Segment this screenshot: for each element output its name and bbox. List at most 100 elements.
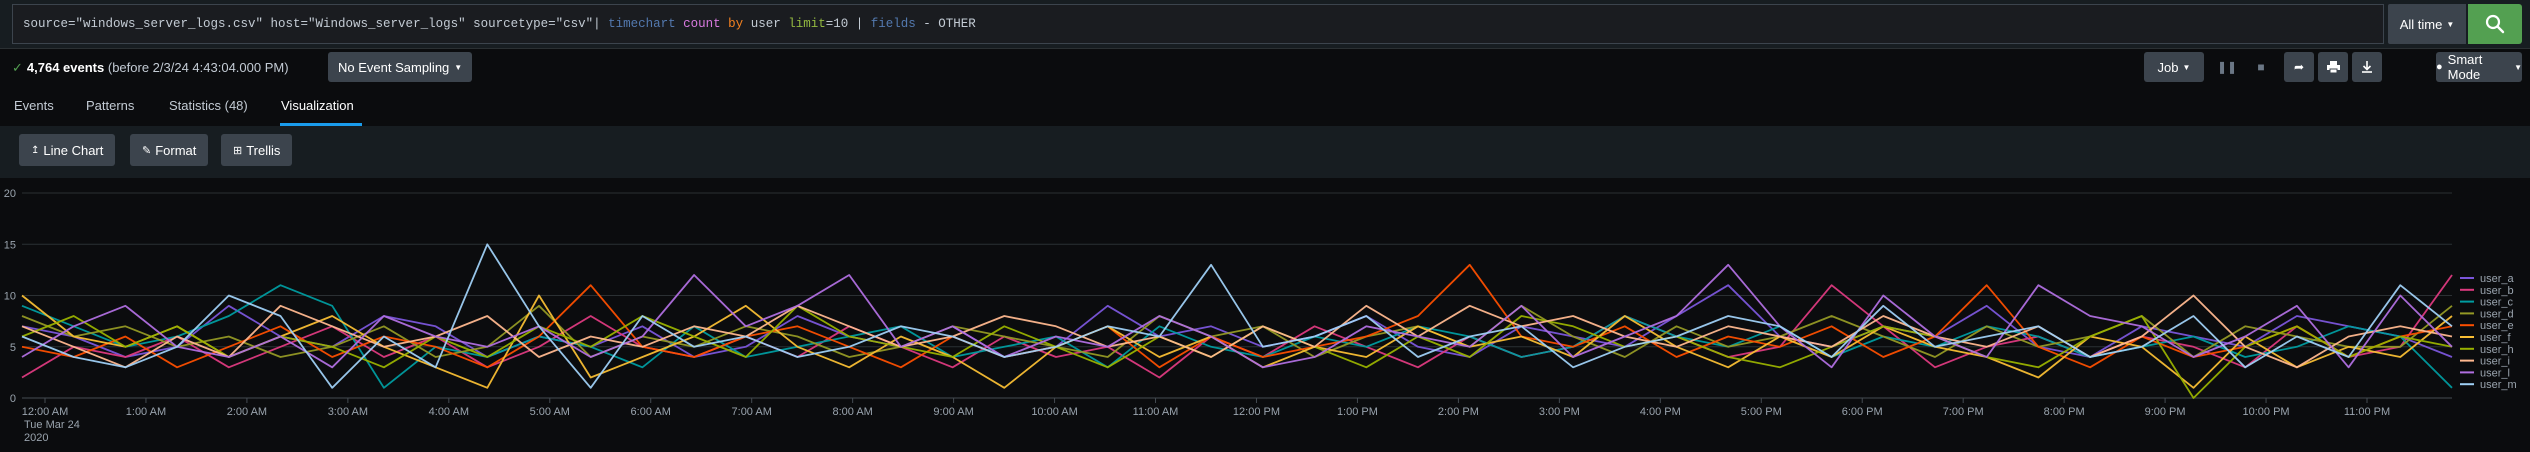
time-range-picker[interactable]: All time ▼ [2388,4,2466,44]
x-tick-label: 11:00 PM [2344,406,2390,418]
legend-label-user_b: user_b [2480,285,2514,297]
legend-label-user_m: user_m [2480,379,2517,391]
share-button[interactable]: ➦ [2284,52,2314,82]
series-line-user_a [21,284,2453,358]
legend-label-user_a: user_a [2480,273,2515,285]
event-status: ✓ 4,764 events (before 2/3/24 4:43:04.000… [12,60,289,76]
share-icon: ➦ [2293,60,2305,74]
query-token-plain: source="windows_server_logs.csv" host="W… [23,17,609,31]
x-tick-label: 6:00 PM [1842,406,1883,418]
x-tick-label: 11:00 AM [1133,406,1179,418]
caret-down-icon: ▼ [454,62,463,72]
search-icon [2485,14,2505,34]
series-line-user_m [21,243,2453,389]
line-chart-label: Line Chart [43,142,104,158]
legend-label-user_l: user_l [2480,367,2510,379]
series-line-user_d [21,304,2453,358]
x-tick-label: 6:00 AM [631,406,671,418]
stop-icon: ■ [2257,60,2265,74]
x-tick-label: 5:00 PM [1741,406,1782,418]
x-tick-label: 4:00 PM [1640,406,1681,418]
y-tick-label: 0 [10,393,16,405]
job-label: Job [2157,59,2179,75]
job-menu-button[interactable]: Job ▼ [2144,52,2204,82]
query-token-cmd: timechart [608,17,676,31]
x-tick-label: 7:00 PM [1943,406,1984,418]
tab-statistics[interactable]: Statistics (48) [169,98,248,113]
time-range-label: All time [2399,16,2443,32]
y-tick-label: 20 [4,188,16,200]
query-token-plain [676,17,684,31]
event-sampling-dropdown[interactable]: No Event Sampling ▼ [328,52,473,82]
y-tick-label: 5 [10,342,16,354]
x-tick-label: 3:00 PM [1539,406,1580,418]
caret-down-icon: ▼ [2446,19,2455,29]
x-tick-label: 9:00 AM [933,406,973,418]
export-button[interactable] [2352,52,2382,82]
format-button[interactable]: ✎ Format [130,134,209,166]
caret-down-icon: ▼ [2514,62,2522,72]
pause-icon: ❚❚ [2216,60,2238,74]
visualization-toolbar: ↥ Line Chart ✎ Format ⊞ Trellis [0,126,2530,178]
checkmark-icon: ✓ [12,60,23,75]
query-token-plain: user [743,17,789,31]
line-chart-button[interactable]: ↥ Line Chart [19,134,116,166]
search-button[interactable] [2468,4,2522,44]
x-date-label: Tue Mar 24 [24,419,80,431]
format-label: Format [155,142,197,158]
search-query-input[interactable]: source="windows_server_logs.csv" host="W… [12,4,2384,44]
x-tick-label: 3:00 AM [328,406,368,418]
x-tick-label: 4:00 AM [429,406,469,418]
line-chart-svg: 0 5 10 15 20 12:00 AM 1:00 AM 2:00 AM 3:00 AM 4:0… [4,188,2517,444]
legend-label-user_d: user_d [2480,308,2514,320]
pencil-icon: ✎ [142,144,152,157]
tab-visualization[interactable]: Visualization [281,98,354,113]
legend-label-user_e: user_e [2480,320,2514,332]
query-token-kw: by [728,17,744,31]
x-tick-label: 7:00 AM [732,406,772,418]
legend-label-user_c: user_c [2480,297,2514,309]
x-tick-label: 1:00 PM [1337,406,1378,418]
tab-events[interactable]: Events [14,98,54,113]
pause-button[interactable]: ❚❚ [2212,52,2242,82]
download-icon [2362,61,2372,73]
x-tick-label: 10:00 AM [1031,406,1077,418]
query-token-fn: count [683,17,721,31]
x-tick-label: 5:00 AM [530,406,570,418]
x-tick-label: 10:00 PM [2242,406,2289,418]
legend-label-user_h: user_h [2480,344,2514,356]
event-count: 4,764 events [26,60,105,75]
x-tick-label: 9:00 PM [2145,406,2186,418]
series-line-user_l [21,263,2453,369]
print-button[interactable] [2318,52,2348,82]
caret-down-icon: ▼ [2182,62,2191,72]
search-mode-dropdown[interactable]: ● Smart Mode ▼ [2436,52,2522,82]
query-token-plain: - OTHER [915,17,976,31]
query-token-plain [721,17,729,31]
event-time-bound: (before 2/3/24 4:43:04.000 PM) [107,60,289,75]
query-token-arg: limit [788,17,826,31]
series-line-user_e [21,263,2453,369]
query-token-plain: =10 | [825,17,871,31]
legend-label-user_f: user_f [2480,332,2512,344]
legend-label-user_i: user_i [2480,356,2510,368]
stop-button[interactable]: ■ [2246,52,2276,82]
tab-patterns[interactable]: Patterns [86,98,135,113]
job-status-row: ✓ 4,764 events (before 2/3/24 4:43:04.000… [0,48,2530,88]
line-chart-icon: ↥ [31,144,40,156]
x-tick-label: 1:00 AM [126,406,166,418]
sampling-label: No Event Sampling [338,59,450,75]
y-tick-label: 15 [4,239,16,251]
lightbulb-icon: ● [2436,61,2443,73]
x-tick-label: 12:00 AM [22,406,68,418]
results-tabs: Events Patterns Statistics (48) Visualiz… [0,88,2530,127]
y-tick-label: 10 [4,291,16,303]
trellis-button[interactable]: ⊞ Trellis [221,134,293,166]
series-line-user_b [21,274,2453,379]
active-tab-indicator [280,123,362,126]
x-tick-label: 8:00 AM [832,406,872,418]
x-tick-label: 2:00 PM [1438,406,1479,418]
query-token-cmd: fields [870,17,916,31]
x-tick-label: 2:00 AM [227,406,267,418]
search-bar: source="windows_server_logs.csv" host="W… [0,0,2530,49]
